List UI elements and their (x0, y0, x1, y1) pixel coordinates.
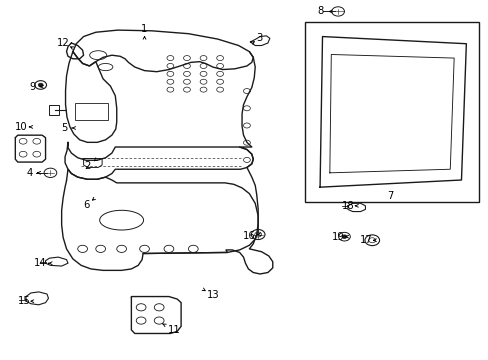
Text: 5: 5 (61, 123, 67, 133)
Ellipse shape (89, 51, 106, 60)
Bar (75, 103, 108, 120)
Text: 2: 2 (84, 161, 90, 171)
Text: 9: 9 (29, 82, 36, 92)
Text: 18: 18 (341, 201, 353, 211)
Bar (49, 105, 59, 115)
Text: 16: 16 (243, 231, 255, 240)
Circle shape (341, 235, 346, 238)
Text: 7: 7 (387, 191, 393, 201)
Text: 14: 14 (34, 258, 47, 268)
Circle shape (38, 83, 43, 87)
Ellipse shape (100, 210, 143, 230)
Ellipse shape (98, 63, 113, 71)
Text: 11: 11 (167, 325, 180, 335)
Text: 3: 3 (256, 33, 262, 43)
Text: 19: 19 (331, 232, 344, 242)
Text: 4: 4 (27, 168, 33, 178)
Bar (305, 22, 478, 202)
Text: 13: 13 (206, 291, 219, 301)
Text: 8: 8 (316, 6, 323, 17)
Text: 1: 1 (141, 24, 147, 35)
Text: 17: 17 (359, 235, 372, 245)
Text: 6: 6 (82, 200, 89, 210)
Text: 10: 10 (15, 122, 28, 132)
Text: 15: 15 (18, 296, 30, 306)
Text: 12: 12 (57, 38, 69, 48)
